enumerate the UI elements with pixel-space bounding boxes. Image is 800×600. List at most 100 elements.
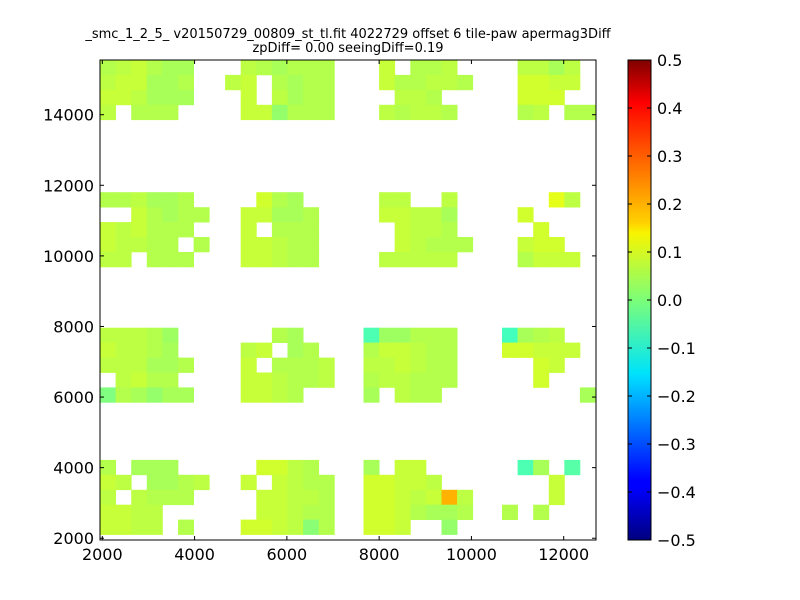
chart-title-line2: zpDiff= 0.00 seeingDiff=0.19 xyxy=(252,41,443,56)
plot-frame xyxy=(99,59,597,541)
heatmap-cell xyxy=(394,372,411,388)
heatmap-cell xyxy=(548,327,565,343)
heatmap-cell xyxy=(115,60,132,76)
heatmap-cell xyxy=(564,192,581,208)
heatmap-cell xyxy=(441,237,458,253)
heatmap-cell xyxy=(271,207,288,223)
heatmap-cell xyxy=(318,474,335,491)
heatmap-cell xyxy=(115,327,132,343)
heatmap-cell xyxy=(178,357,194,373)
heatmap-cell xyxy=(131,342,148,358)
colorbar-tick-label: −0.3 xyxy=(657,435,696,454)
heatmap-cell xyxy=(441,252,458,268)
heatmap-cell xyxy=(517,459,534,476)
heatmap-cell xyxy=(100,60,116,76)
heatmap-cell xyxy=(287,237,304,253)
heatmap-cell xyxy=(256,372,273,388)
heatmap-cell xyxy=(394,519,411,535)
heatmap-cell xyxy=(131,459,148,476)
heatmap-cell xyxy=(410,74,427,91)
heatmap-cell xyxy=(564,342,581,358)
heatmap-cell xyxy=(533,222,550,238)
heatmap-cell xyxy=(441,222,458,238)
heatmap-cell xyxy=(146,357,163,373)
heatmap-cell xyxy=(162,89,179,106)
x-tick-label: 4000 xyxy=(174,545,215,564)
heatmap-cell xyxy=(162,104,179,121)
heatmap-cell xyxy=(100,104,116,121)
heatmap-cell xyxy=(100,222,116,238)
heatmap-cell xyxy=(303,74,320,91)
heatmap-cell xyxy=(287,60,304,76)
heatmap-cell xyxy=(441,342,458,358)
heatmap-cell xyxy=(410,207,427,223)
heatmap-cell xyxy=(363,327,380,343)
heatmap-cell xyxy=(287,342,304,358)
heatmap-cell xyxy=(379,372,396,388)
heatmap-cell xyxy=(303,60,320,76)
heatmap-cell xyxy=(318,89,335,106)
heatmap-cell xyxy=(548,237,565,253)
heatmap-cell xyxy=(379,74,396,91)
heatmap-cell xyxy=(162,327,179,343)
heatmap-cell xyxy=(363,459,380,476)
heatmap-cell xyxy=(131,387,148,403)
heatmap-cell xyxy=(256,519,273,535)
x-tick-label: 6000 xyxy=(267,545,308,564)
heatmap-cell xyxy=(410,252,427,268)
heatmap-cell xyxy=(425,222,442,238)
heatmap-cell xyxy=(410,327,427,343)
heatmap-cell xyxy=(425,327,442,343)
heatmap-cell xyxy=(564,459,581,476)
heatmap-cell xyxy=(394,474,411,491)
heatmap-cell xyxy=(441,207,458,223)
heatmap-cell xyxy=(131,504,148,520)
y-tick-label: 10000 xyxy=(43,247,94,266)
colorbar-tick-label: 0.0 xyxy=(657,291,682,310)
heatmap-cell xyxy=(131,74,148,91)
heatmap-cell xyxy=(100,327,116,343)
heatmap-cell xyxy=(425,89,442,106)
heatmap-cell xyxy=(271,89,288,106)
colorbar-tick-label: 0.5 xyxy=(657,51,682,70)
heatmap-cell xyxy=(146,237,163,253)
heatmap-cell xyxy=(533,74,550,91)
heatmap-cell xyxy=(441,60,458,76)
heatmap-cell xyxy=(271,519,288,535)
heatmap-cell xyxy=(564,60,581,76)
y-tick-label: 6000 xyxy=(53,388,94,407)
heatmap-cell xyxy=(394,342,411,358)
heatmap-cell xyxy=(146,474,163,491)
heatmap-cell xyxy=(303,207,320,223)
heatmap-cell xyxy=(271,387,288,403)
heatmap-cell xyxy=(457,504,474,520)
heatmap-cell xyxy=(240,89,257,106)
x-tick-label: 2000 xyxy=(82,545,123,564)
heatmap-cell xyxy=(193,474,210,491)
x-tick-label: 12000 xyxy=(538,545,589,564)
heatmap-cell xyxy=(271,104,288,121)
heatmap-cell xyxy=(425,387,442,403)
heatmap-cell xyxy=(287,207,304,223)
heatmap-cell xyxy=(394,387,411,403)
heatmap-cell xyxy=(115,342,132,358)
heatmap-cell xyxy=(146,89,163,106)
heatmap-cell xyxy=(287,357,304,373)
heatmap-cell xyxy=(410,89,427,106)
heatmap-cell xyxy=(318,504,335,520)
heatmap-cell xyxy=(394,327,411,343)
heatmap-cell xyxy=(425,372,442,388)
heatmap-cell xyxy=(425,104,442,121)
heatmap-cell xyxy=(131,357,148,373)
heatmap-cell xyxy=(162,357,179,373)
heatmap-cell xyxy=(548,74,565,91)
heatmap-cell xyxy=(100,74,116,91)
heatmap-cell xyxy=(115,222,132,238)
heatmap-cell xyxy=(379,519,396,535)
colorbar-ticks: 0.5 0.4 0.3 0.2 0.1 0.0 −0.1 −0.2 −0.3 −0.4 −0.5 xyxy=(628,51,696,550)
heatmap-cell xyxy=(441,489,458,506)
heatmap-cell xyxy=(425,504,442,520)
heatmap-cell xyxy=(146,342,163,358)
chart-title-line1: _smc_1_2_5_ v20150729_00809_st_tl.fit 40… xyxy=(84,27,611,42)
